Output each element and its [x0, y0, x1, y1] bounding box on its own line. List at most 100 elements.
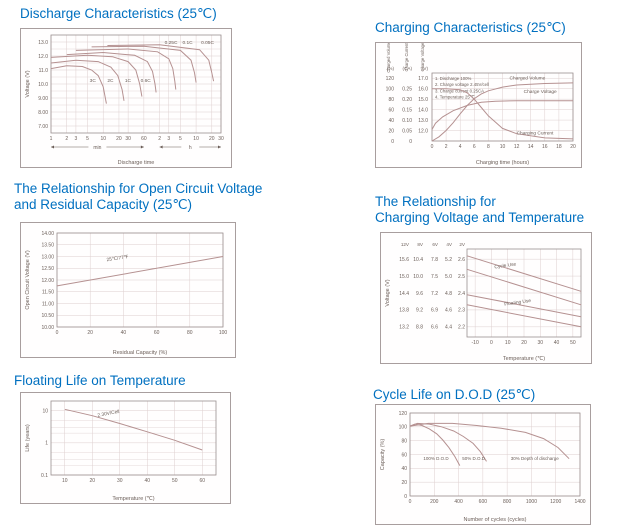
ocv-title-line1: The Relationship for Open Circuit Voltag… [14, 181, 263, 196]
svg-text:0.6C: 0.6C [141, 78, 152, 84]
svg-text:11.0: 11.0 [39, 68, 49, 74]
cycle-life-title: Cycle Life on D.O.D (25℃) [373, 387, 536, 402]
svg-text:10: 10 [62, 478, 68, 484]
svg-text:2.4: 2.4 [458, 291, 465, 297]
svg-text:Floating Use: Floating Use [504, 298, 532, 308]
svg-text:10: 10 [500, 144, 506, 150]
svg-text:6V: 6V [432, 242, 439, 247]
svg-text:120: 120 [386, 76, 395, 82]
svg-text:13.50: 13.50 [41, 243, 54, 249]
svg-text:20: 20 [521, 340, 527, 346]
svg-text:4. Temperature 25℃: 4. Temperature 25℃ [435, 95, 475, 100]
svg-text:8.00: 8.00 [38, 110, 48, 116]
svg-text:100: 100 [386, 86, 395, 92]
svg-text:-10: -10 [472, 340, 479, 346]
svg-text:(CA): (CA) [403, 66, 413, 71]
svg-text:2.2: 2.2 [458, 325, 465, 331]
discharge-plot: 1 2 3 5 10 20 30 60 2 3 5 10 20 3013.012.011.010.09.0… [25, 34, 224, 166]
svg-text:10.0: 10.0 [413, 274, 423, 280]
svg-text:8: 8 [487, 144, 490, 150]
svg-text:7.5: 7.5 [431, 274, 438, 280]
svg-text:9.6: 9.6 [416, 291, 423, 297]
svg-text:60: 60 [401, 452, 407, 458]
svg-text:(V): (V) [422, 66, 429, 71]
svg-text:5: 5 [179, 136, 182, 142]
svg-text:2.5: 2.5 [458, 274, 465, 280]
svg-text:100: 100 [399, 425, 408, 431]
svg-text:120: 120 [399, 411, 408, 417]
svg-text:Charging time (hours): Charging time (hours) [476, 160, 529, 166]
svg-text:30: 30 [218, 136, 224, 142]
svg-text:Life (years): Life (years) [25, 424, 31, 452]
svg-text:3C: 3C [90, 78, 97, 84]
svg-text:Cycle Use: Cycle Use [494, 261, 517, 270]
svg-text:1400: 1400 [574, 499, 585, 505]
svg-text:40: 40 [401, 466, 407, 472]
svg-text:12.0: 12.0 [418, 128, 428, 134]
svg-text:10.0: 10.0 [38, 82, 48, 88]
svg-text:20: 20 [570, 144, 576, 150]
svg-text:20: 20 [87, 330, 93, 336]
svg-text:0.20: 0.20 [402, 97, 412, 103]
svg-text:80: 80 [187, 330, 193, 336]
svg-text:Charge Current: Charge Current [404, 43, 409, 71]
svg-text:1: 1 [50, 136, 53, 142]
svg-text:7.2: 7.2 [431, 291, 438, 297]
svg-text:50% D.O.D: 50% D.O.D [462, 456, 486, 461]
svg-text:11.50: 11.50 [42, 290, 54, 296]
svg-text:4.4: 4.4 [445, 325, 452, 331]
svg-text:0.05C: 0.05C [201, 40, 214, 46]
charging-characteristics-title: Charging Characteristics (25℃) [375, 20, 566, 35]
svg-text:Charging Current: Charging Current [517, 131, 554, 137]
svg-text:0: 0 [391, 139, 394, 145]
discharge-characteristics-title: Discharge Characteristics (25℃) [20, 6, 217, 21]
svg-text:14.4: 14.4 [399, 291, 409, 297]
svg-text:40: 40 [554, 340, 560, 346]
svg-text:60: 60 [199, 478, 205, 484]
svg-text:12.0: 12.0 [38, 54, 48, 60]
svg-text:0: 0 [409, 139, 412, 145]
svg-text:4.8: 4.8 [445, 291, 452, 297]
svg-text:60: 60 [141, 136, 147, 142]
svg-text:600: 600 [479, 499, 488, 505]
charging-characteristics-chart: 0 2 4 6 8 10 12 14 16 18 20 120 100 80 60 40 20 0 (%) Charg… [375, 42, 582, 168]
svg-text:0.15: 0.15 [402, 107, 412, 113]
svg-text:5.0: 5.0 [445, 274, 452, 280]
svg-text:15.0: 15.0 [418, 97, 428, 103]
svg-text:2V: 2V [459, 242, 466, 247]
svg-text:6.9: 6.9 [431, 308, 438, 314]
svg-text:30: 30 [125, 136, 131, 142]
ocv-plot: 0 20 40 60 80 100 14.00 13.50 13.00 12.50 12.00 11.… [25, 231, 227, 356]
svg-text:400: 400 [454, 499, 463, 505]
svg-text:20: 20 [388, 128, 394, 134]
svg-text:0: 0 [56, 330, 59, 336]
svg-text:Temperature (℃): Temperature (℃) [503, 356, 545, 362]
svg-text:20: 20 [209, 136, 215, 142]
svg-text:13.0: 13.0 [418, 118, 428, 124]
svg-text:4V: 4V [446, 242, 453, 247]
svg-text:Charge Voltage: Charge Voltage [420, 43, 425, 71]
svg-text:10: 10 [505, 340, 511, 346]
svg-text:17.0: 17.0 [418, 76, 428, 82]
svg-text:Temperature (℃): Temperature (℃) [112, 496, 154, 502]
svg-text:12.00: 12.00 [41, 278, 54, 284]
svg-text:3. Charge current 0.25CA: 3. Charge current 0.25CA [435, 88, 484, 93]
floating-life-temperature-chart: 10 20 30 40 50 60 10 1 0.1 Temperature (℃) Life (y… [20, 392, 231, 504]
svg-text:10: 10 [100, 136, 106, 142]
svg-text:2: 2 [158, 136, 161, 142]
svg-text:3: 3 [75, 136, 78, 142]
svg-text:13.0: 13.0 [38, 40, 48, 46]
svg-text:2.3: 2.3 [458, 308, 465, 314]
ocv-residual-capacity-chart: 0 20 40 60 80 100 14.00 13.50 13.00 12.50 12.00 11.… [20, 222, 236, 358]
ocv-title: The Relationship for Open Circuit Voltag… [14, 181, 262, 213]
cycle-plot: 0 200 400 600 800 1000 1200 1400120100806040200… [380, 411, 586, 523]
svg-text:0: 0 [490, 340, 493, 346]
svg-text:20: 20 [116, 136, 122, 142]
svg-text:h: h [189, 145, 192, 151]
svg-text:30: 30 [538, 340, 544, 346]
cvt-plot: -10 0 10 20 30 40 50 15.6 15.0 14.4 13.8 13.2 12V 10.… [385, 242, 582, 362]
svg-text:0.1C: 0.1C [183, 40, 194, 46]
svg-text:7.00: 7.00 [38, 124, 48, 130]
svg-text:5.2: 5.2 [445, 257, 452, 263]
svg-text:100% D.O.D: 100% D.O.D [423, 456, 449, 461]
